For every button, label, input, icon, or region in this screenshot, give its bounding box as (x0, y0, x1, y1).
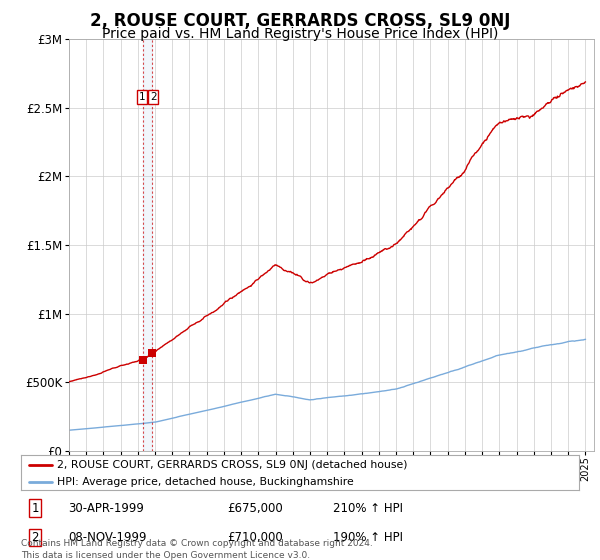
Text: 190% ↑ HPI: 190% ↑ HPI (334, 531, 403, 544)
Text: 2, ROUSE COURT, GERRARDS CROSS, SL9 0NJ: 2, ROUSE COURT, GERRARDS CROSS, SL9 0NJ (90, 12, 510, 30)
Text: 210% ↑ HPI: 210% ↑ HPI (334, 502, 403, 515)
Text: 2, ROUSE COURT, GERRARDS CROSS, SL9 0NJ (detached house): 2, ROUSE COURT, GERRARDS CROSS, SL9 0NJ … (57, 460, 408, 470)
Text: 2: 2 (31, 531, 39, 544)
Text: 1: 1 (31, 502, 39, 515)
Text: 2: 2 (150, 92, 157, 102)
Text: £710,000: £710,000 (227, 531, 283, 544)
Text: 30-APR-1999: 30-APR-1999 (68, 502, 145, 515)
Text: 1: 1 (139, 92, 145, 102)
Text: Price paid vs. HM Land Registry's House Price Index (HPI): Price paid vs. HM Land Registry's House … (102, 27, 498, 41)
Text: HPI: Average price, detached house, Buckinghamshire: HPI: Average price, detached house, Buck… (57, 477, 354, 487)
Text: £675,000: £675,000 (227, 502, 283, 515)
Text: 08-NOV-1999: 08-NOV-1999 (68, 531, 147, 544)
Text: Contains HM Land Registry data © Crown copyright and database right 2024.
This d: Contains HM Land Registry data © Crown c… (21, 539, 373, 560)
Bar (143, 39, 152, 451)
